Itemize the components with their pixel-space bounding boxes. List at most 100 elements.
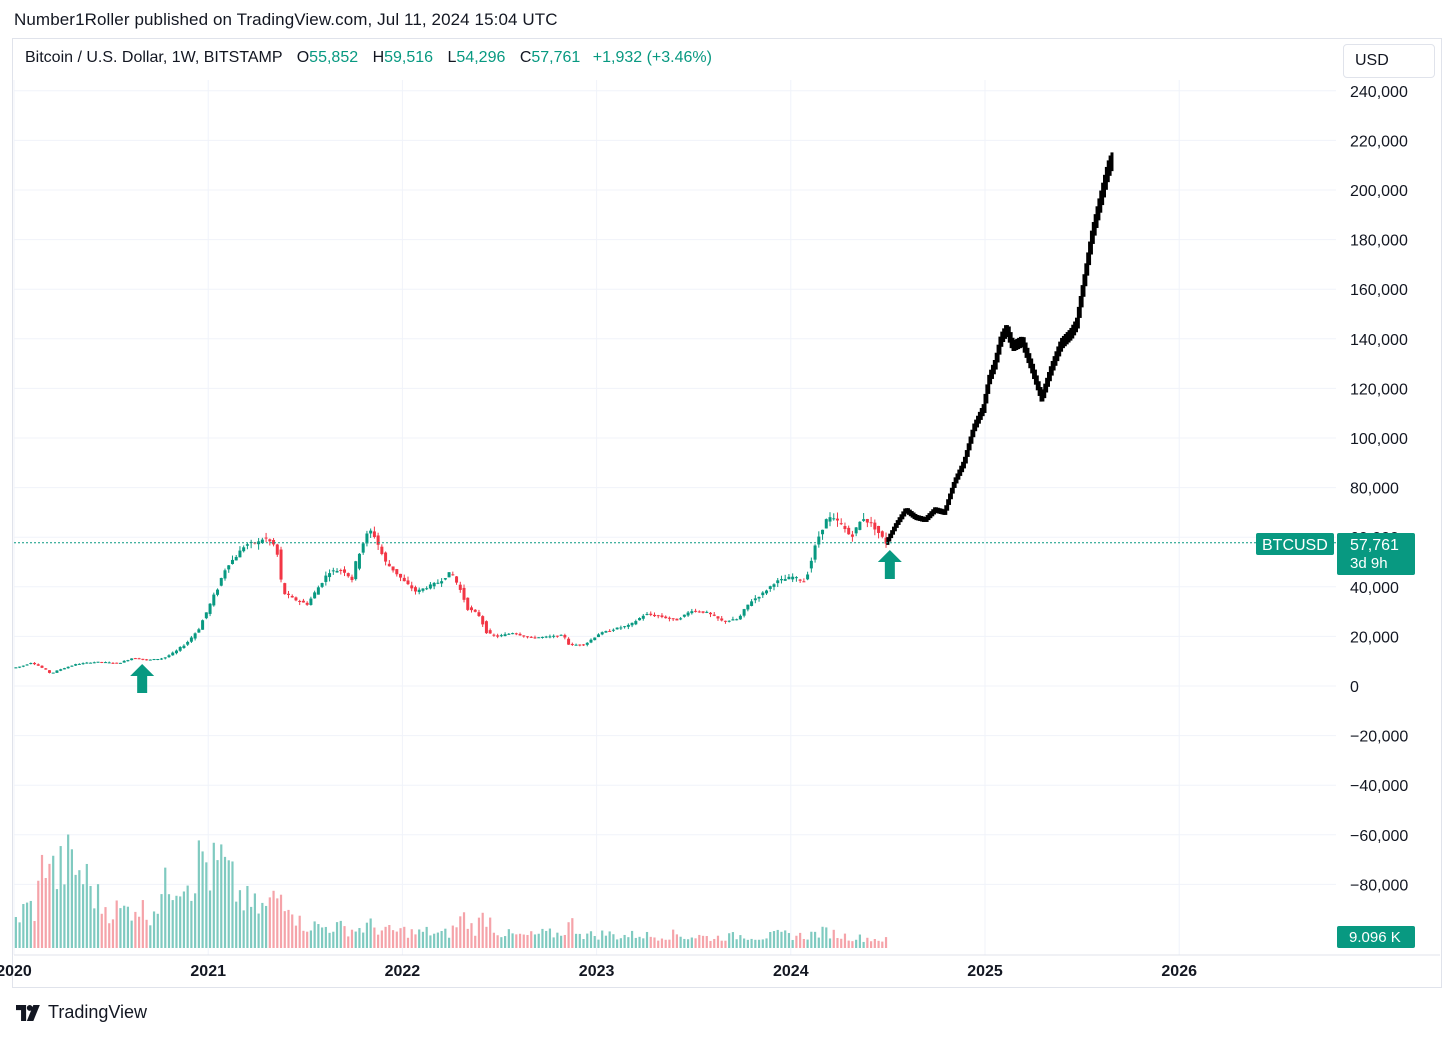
- volume-bar: [242, 910, 245, 948]
- candle-body: [89, 662, 93, 664]
- candle-body: [660, 615, 664, 618]
- volume-bar: [328, 932, 331, 948]
- volume-bar: [533, 934, 537, 948]
- candle-body: [350, 576, 354, 581]
- legend-open-key: O: [296, 49, 310, 66]
- volume-bar: [552, 937, 555, 948]
- candle-body: [604, 631, 608, 633]
- candle-body: [641, 615, 645, 619]
- y-tick-label: −80,000: [1350, 877, 1408, 894]
- volume-bar: [40, 854, 44, 948]
- volume-bar: [694, 938, 697, 948]
- volume-bar: [515, 934, 518, 948]
- volume-bar: [324, 926, 327, 948]
- volume-bar: [672, 929, 675, 948]
- candle-body: [817, 536, 821, 545]
- volume-bar: [578, 933, 581, 948]
- volume-bar: [186, 885, 189, 948]
- candle-body: [865, 518, 869, 523]
- candle-body: [596, 634, 600, 638]
- volume-bar: [85, 863, 88, 948]
- volume-bar: [100, 913, 103, 948]
- volume-bar: [70, 849, 73, 948]
- y-tick-label: 180,000: [1350, 233, 1408, 250]
- candle-body: [496, 635, 500, 637]
- currency-button[interactable]: USD: [1343, 44, 1435, 78]
- candle-body: [802, 581, 806, 583]
- volume-bar: [194, 893, 197, 948]
- volume-bar: [586, 933, 589, 948]
- candle-body: [111, 662, 115, 664]
- volume-bar: [52, 855, 55, 948]
- candle-body: [742, 609, 746, 616]
- candle-body: [428, 584, 432, 589]
- candle-body: [395, 569, 399, 575]
- candle-body: [212, 594, 216, 606]
- y-tick-label: 120,000: [1350, 381, 1408, 398]
- candle-body: [197, 629, 201, 633]
- volume-bar: [881, 941, 884, 948]
- volume-bar: [686, 939, 690, 948]
- candle-body: [858, 521, 862, 530]
- y-tick-label: 100,000: [1350, 431, 1408, 448]
- volume-bar: [421, 931, 425, 948]
- volume-bar: [123, 905, 126, 948]
- volume-bar: [511, 933, 514, 948]
- candle-body: [70, 665, 74, 667]
- candle-body: [14, 667, 18, 669]
- candle-body: [245, 544, 249, 546]
- candle-body: [675, 618, 679, 621]
- candle-body: [47, 670, 51, 673]
- chart-frame[interactable]: [12, 38, 1442, 988]
- candle-body: [779, 579, 783, 581]
- candle-body: [473, 609, 477, 612]
- tradingview-logo[interactable]: TradingView: [16, 1002, 147, 1023]
- volume-bar: [593, 936, 596, 948]
- volume-bar: [197, 840, 200, 948]
- volume-bar: [828, 938, 832, 948]
- candle-body: [469, 607, 473, 611]
- volume-bar: [571, 918, 574, 948]
- volume-bar: [612, 934, 615, 948]
- candle-body: [787, 576, 791, 580]
- candle-body: [126, 660, 130, 662]
- price-axis[interactable]: 240,000 220,000 200,000 180,000 160,000 140,0…: [1350, 84, 1408, 895]
- volume-bar: [504, 936, 507, 948]
- volume-bar: [582, 939, 585, 948]
- symbol-tag-bg: [1256, 533, 1334, 555]
- y-tick-label: −60,000: [1350, 828, 1408, 845]
- legend-close: 57,761: [531, 49, 581, 66]
- volume-bar: [459, 916, 462, 948]
- volume-bar: [306, 931, 309, 948]
- candle-body: [499, 635, 503, 637]
- volume-bar: [709, 940, 712, 948]
- candle-body: [384, 552, 388, 562]
- candle-body: [619, 627, 623, 629]
- volume-bar: [321, 927, 324, 948]
- volume-bar: [855, 939, 858, 948]
- candle-body: [301, 600, 305, 603]
- volume-bar: [664, 939, 667, 948]
- candle-body: [432, 582, 436, 587]
- candle-body: [645, 613, 649, 615]
- candle-body: [522, 635, 526, 637]
- y-tick-label: −40,000: [1350, 778, 1408, 795]
- candle-body: [529, 636, 533, 638]
- candle-body: [331, 570, 335, 572]
- volume-bar: [74, 874, 77, 948]
- volume-bar: [190, 900, 193, 948]
- time-axis[interactable]: 2020 2021 2022 2023 2024 2025 2026: [0, 963, 1197, 980]
- volume-bar: [406, 937, 410, 948]
- volume-bar: [399, 928, 402, 948]
- volume-bar: [574, 933, 578, 948]
- y-tick-label: 20,000: [1350, 629, 1399, 646]
- candle-body: [697, 611, 701, 613]
- volume-bar: [784, 930, 787, 948]
- volume-bar: [474, 935, 477, 948]
- candle-body: [29, 663, 33, 665]
- candle-body: [365, 533, 369, 544]
- volume-bar: [750, 938, 753, 948]
- volume-bar: [283, 911, 286, 948]
- projection-path: [886, 152, 1114, 545]
